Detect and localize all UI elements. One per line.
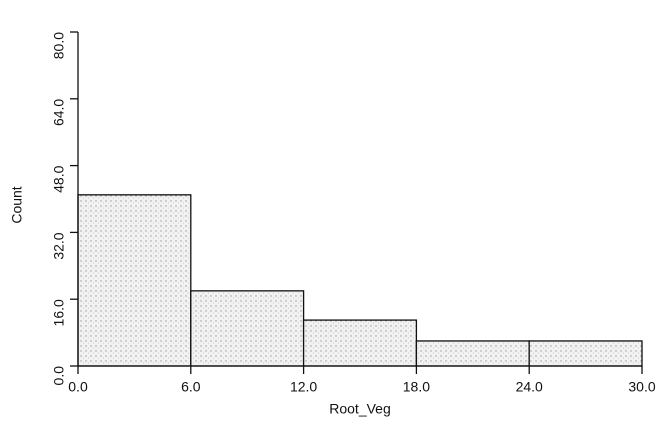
x-tick-label: 18.0 (403, 379, 430, 395)
x-tick-label: 30.0 (628, 379, 655, 395)
y-tick-label: 16.0 (51, 299, 67, 326)
y-tick-label: 0.0 (51, 366, 67, 386)
x-tick-label: 0.0 (68, 379, 88, 395)
x-tick-label: 6.0 (181, 379, 201, 395)
bar (415, 340, 530, 367)
bar (190, 290, 305, 367)
bar (77, 194, 192, 367)
y-tick-label: 32.0 (51, 232, 67, 259)
x-tick-label: 24.0 (516, 379, 543, 395)
bar (528, 340, 643, 367)
y-tick-label: 48.0 (51, 165, 67, 192)
y-tick-label: 80.0 (51, 32, 67, 59)
bar (302, 319, 418, 367)
x-axis-label: Root_Veg (329, 401, 391, 417)
y-axis-label: Count (9, 186, 25, 223)
x-tick-label: 12.0 (290, 379, 317, 395)
y-tick-label: 64.0 (51, 99, 67, 126)
